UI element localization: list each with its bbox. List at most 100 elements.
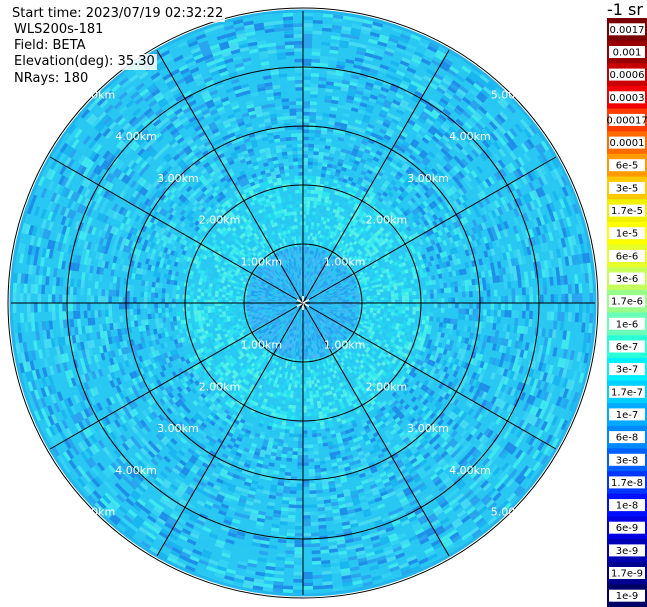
radar-cell — [341, 193, 347, 198]
radar-cell — [369, 236, 374, 242]
radar-cell — [317, 507, 325, 512]
radar-cell — [285, 557, 295, 562]
radar-cell — [370, 191, 377, 198]
radar-cell — [409, 60, 420, 68]
radar-cell — [497, 309, 502, 317]
radar-cell — [324, 95, 333, 100]
radar-cell — [342, 112, 351, 118]
radar-cell — [416, 307, 420, 312]
radar-cell — [353, 251, 359, 256]
radar-cell — [509, 101, 519, 112]
radar-cell — [339, 218, 344, 224]
radar-cell — [459, 99, 470, 108]
radar-cell — [305, 239, 308, 243]
radar-cell — [286, 461, 292, 466]
radar-cell — [319, 144, 326, 149]
radar-cell — [336, 217, 341, 223]
radar-cell — [518, 295, 523, 303]
radar-cell — [403, 210, 409, 217]
radar-cell — [467, 279, 472, 286]
radar-cell — [311, 387, 316, 391]
radar-cell — [366, 157, 373, 163]
radar-cell — [426, 173, 433, 180]
radar-cell — [525, 295, 530, 303]
radar-cell — [303, 104, 310, 109]
radar-cell — [341, 181, 347, 187]
radar-cell — [292, 454, 298, 459]
radar-cell — [305, 225, 309, 229]
radar-cell — [364, 130, 372, 136]
radar-cell — [303, 579, 313, 583]
radar-cell — [371, 24, 382, 31]
radar-cell — [355, 297, 360, 300]
radar-cell — [384, 308, 388, 312]
radar-cell — [360, 215, 366, 220]
radar-cell — [304, 296, 306, 300]
radar-cell — [398, 63, 409, 71]
radar-cell — [407, 175, 415, 182]
radar-cell — [405, 169, 413, 176]
radar-cell — [325, 195, 330, 200]
radar-cell — [309, 292, 313, 296]
radar-cell — [524, 279, 529, 288]
radar-cell — [370, 243, 376, 249]
radar-cell — [303, 518, 311, 523]
radar-cell — [333, 85, 342, 91]
radar-cell — [443, 74, 454, 83]
radar-cell — [327, 214, 332, 219]
radar-cell — [320, 283, 324, 287]
radar-cell — [305, 264, 308, 268]
radar-cell — [348, 117, 356, 123]
radar-cell — [342, 15, 354, 21]
radar-cell — [310, 193, 315, 198]
radar-cell — [388, 152, 395, 159]
radar-cell — [303, 423, 308, 427]
radar-cell — [309, 401, 314, 406]
radar-cell — [324, 255, 328, 260]
radar-cell — [303, 111, 310, 116]
radar-cell — [322, 220, 327, 225]
radar-cell — [318, 190, 323, 195]
radar-cell — [464, 279, 469, 286]
radar-cell — [433, 293, 438, 299]
radar-cell — [441, 77, 452, 86]
radar-cell — [369, 307, 374, 311]
radar-cell — [387, 200, 393, 206]
radar-cell — [486, 283, 491, 291]
radar-cell — [329, 46, 339, 51]
radar-cell — [323, 280, 327, 285]
radar-cell — [406, 43, 417, 51]
radar-cell — [303, 87, 311, 91]
radar-cell — [460, 137, 469, 146]
radar-cell — [478, 91, 488, 101]
radar-cell — [303, 522, 311, 526]
radar-cell — [320, 425, 326, 430]
radar-cell — [401, 309, 406, 314]
radar-cell — [415, 119, 424, 127]
radar-cell — [339, 155, 345, 161]
radar-cell — [480, 88, 491, 98]
radar-cell — [578, 312, 583, 323]
radar-cell — [306, 211, 310, 215]
radar-cell — [297, 458, 303, 463]
radar-cell — [308, 295, 311, 299]
radar-cell — [393, 200, 399, 207]
radar-cell — [303, 214, 307, 219]
radar-cell — [353, 240, 358, 246]
radar-cell — [407, 184, 414, 191]
radar-cell — [306, 282, 309, 286]
radar-cell — [325, 174, 331, 179]
radar-cell — [381, 199, 388, 206]
radar-cell — [310, 292, 314, 296]
radar-cell — [311, 539, 320, 544]
radar-cell — [521, 318, 526, 327]
radar-cell — [416, 155, 424, 162]
radar-cell — [305, 289, 307, 293]
radar-cell — [326, 206, 331, 212]
radar-cell — [323, 13, 334, 18]
radar-cell — [505, 118, 515, 128]
radar-cell — [469, 303, 473, 309]
radar-cell — [479, 74, 490, 84]
radar-cell — [306, 271, 309, 276]
